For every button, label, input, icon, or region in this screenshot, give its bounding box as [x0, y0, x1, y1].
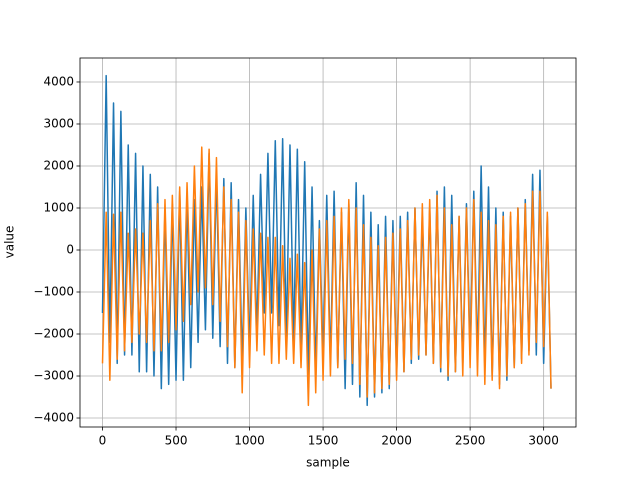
y-axis-label: value: [3, 226, 17, 259]
x-axis-label: sample: [306, 456, 350, 470]
y-tick-label: 2000: [43, 158, 74, 172]
x-tick-label: 500: [165, 434, 188, 448]
x-tick-label: 0: [99, 434, 107, 448]
ticks-layer: 0 500 1000 1500 2000 2500 3000 −4000 −3000 −2000 −…: [33, 74, 559, 447]
y-tick-label: −3000: [33, 369, 74, 383]
y-tick-label: −1000: [33, 285, 74, 299]
y-tick-label: 1000: [43, 200, 74, 214]
data-line: [101, 146, 552, 407]
x-tick-label: 2500: [455, 434, 486, 448]
y-tick-label: 3000: [43, 116, 74, 130]
y-tick-label: −4000: [33, 411, 74, 425]
y-tick-label: 0: [66, 242, 74, 256]
lines-layer: [101, 74, 552, 407]
x-tick-label: 1000: [234, 434, 265, 448]
axes-frame: [79, 57, 577, 428]
x-tick-label: 2000: [381, 434, 412, 448]
x-tick-label: 1500: [308, 434, 339, 448]
x-tick-label: 3000: [528, 434, 559, 448]
y-tick-label: −2000: [33, 327, 74, 341]
y-tick-label: 4000: [43, 74, 74, 88]
